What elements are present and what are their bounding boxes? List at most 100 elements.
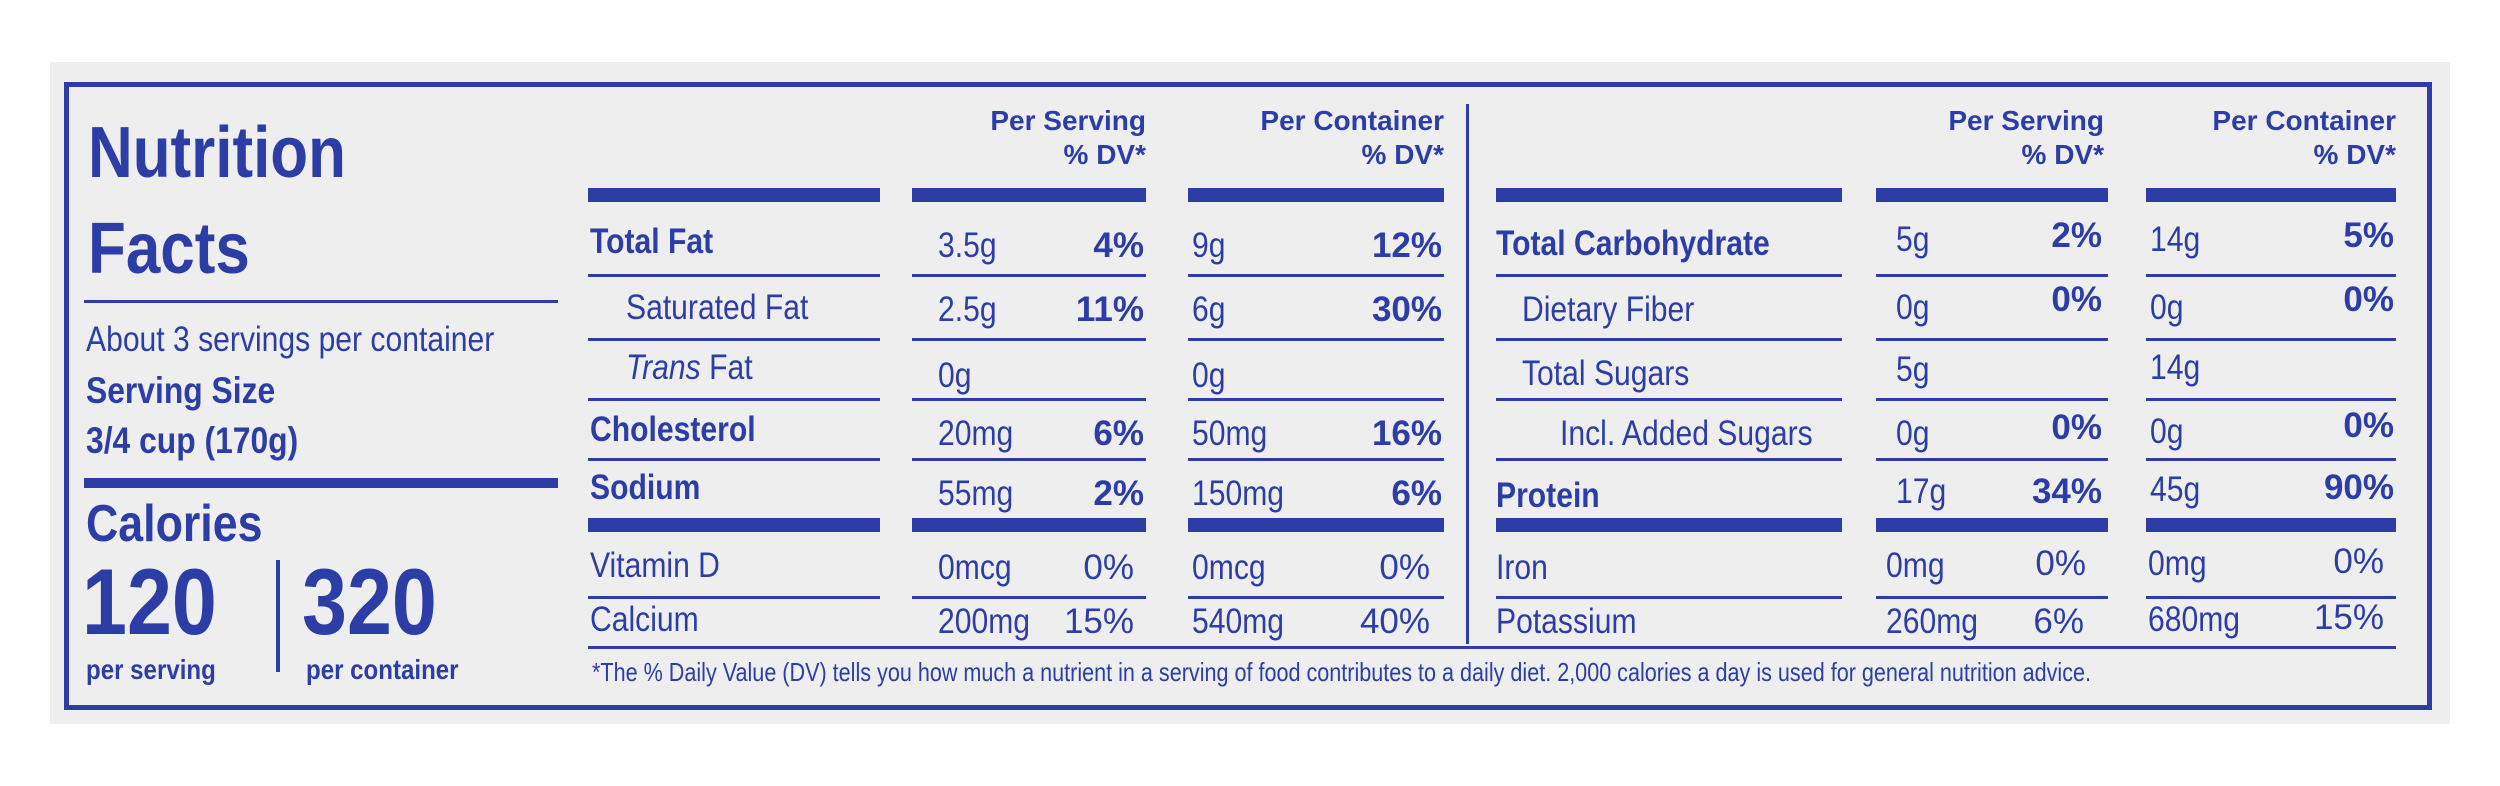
row-separator — [1188, 596, 1444, 599]
table-row-value: 14g — [2150, 348, 2201, 387]
row-separator — [1876, 338, 2108, 341]
title-line-2: Facts — [88, 209, 250, 289]
table-row-value: 5g — [1896, 220, 1930, 259]
right-container-header: Per Container% DV* — [2212, 105, 2396, 170]
table-row-dv: 0% — [2035, 544, 2086, 583]
table-row-name: Calcium — [590, 600, 699, 639]
table-row-value: 0mcg — [1192, 548, 1266, 587]
row-separator — [1876, 596, 2108, 599]
row-separator — [2146, 338, 2396, 341]
table-row-value: 17g — [1896, 472, 1947, 511]
left-mid-bar — [1188, 518, 1444, 532]
per-serving-caption: per serving — [86, 654, 216, 685]
row-separator — [912, 338, 1146, 341]
table-row-value: 0mg — [1886, 546, 1945, 585]
row-separator — [1496, 274, 1842, 277]
table-row-dv: 2% — [1093, 474, 1144, 513]
per-container-caption: per container — [306, 654, 459, 685]
table-row-name: Dietary Fiber — [1522, 290, 1695, 329]
row-separator — [2146, 274, 2396, 277]
calories-separator — [276, 560, 280, 672]
table-row-dv: 90% — [2323, 468, 2394, 507]
table-row-value: 0mcg — [938, 548, 1012, 587]
left-container-header: Per Container% DV* — [1260, 105, 1444, 170]
left-top-bar — [1188, 188, 1444, 202]
table-row-name: Incl. Added Sugars — [1560, 414, 1813, 453]
table-row-value: 0g — [2150, 412, 2184, 451]
right-top-bar — [1876, 188, 2108, 202]
calories-per-serving: 120 — [82, 549, 217, 654]
table-row-name: Total Carbohydrate — [1496, 224, 1770, 263]
table-row-dv: 30% — [1371, 290, 1442, 329]
table-row-name: Cholesterol — [590, 410, 756, 449]
left-serving-header: Per Serving% DV* — [990, 105, 1146, 170]
table-row-dv: 0% — [2343, 280, 2394, 319]
table-row-value: 0g — [1192, 356, 1226, 395]
label-border — [64, 82, 2432, 710]
table-row-dv: 2% — [2051, 216, 2102, 255]
right-top-bar — [1496, 188, 1842, 202]
table-row-value: 680mg — [2148, 600, 2241, 639]
table-row-name: Saturated Fat — [626, 288, 809, 327]
right-mid-bar — [1876, 518, 2108, 532]
footnote: *The % Daily Value (DV) tells you how mu… — [592, 657, 2092, 687]
table-row-name: Potassium — [1496, 602, 1637, 641]
table-row-dv: 0% — [1379, 548, 1430, 587]
table-row-dv: 0% — [1083, 548, 1134, 587]
row-separator — [912, 596, 1146, 599]
row-separator — [912, 274, 1146, 277]
row-separator — [1496, 458, 1842, 461]
table-row-value: 0g — [1896, 288, 1930, 327]
row-separator — [912, 458, 1146, 461]
left-top-bar — [912, 188, 1146, 202]
calories-label: Calories — [86, 495, 263, 553]
row-separator — [1876, 398, 2108, 401]
row-separator — [1188, 338, 1444, 341]
row-separator — [1188, 274, 1444, 277]
table-row-dv: 0% — [2343, 406, 2394, 445]
footnote-separator — [588, 646, 2396, 649]
table-row-dv: 6% — [2033, 602, 2084, 641]
table-row-name: Total Fat — [590, 222, 714, 261]
table-row-value: 0g — [1896, 414, 1930, 453]
table-row-name: Trans Fat — [626, 348, 753, 387]
row-separator — [588, 338, 880, 341]
row-separator — [1496, 596, 1842, 599]
table-row-dv: 0% — [2333, 542, 2384, 581]
table-row-value: 50mg — [1192, 414, 1268, 453]
row-separator — [588, 398, 880, 401]
table-row-dv: 16% — [1371, 414, 1442, 453]
table-row-dv: 34% — [2031, 472, 2102, 511]
table-row-value: 14g — [2150, 220, 2201, 259]
table-row-name: Total Sugars — [1522, 354, 1690, 393]
left-top-bar — [588, 188, 880, 202]
table-row-value: 260mg — [1886, 602, 1979, 641]
row-separator — [2146, 458, 2396, 461]
table-row-name: Protein — [1496, 476, 1600, 515]
table-row-value: 45g — [2150, 470, 2201, 509]
title-line-1: Nutrition — [88, 113, 346, 193]
title-divider — [84, 300, 558, 303]
table-row-dv: 15% — [1063, 602, 1134, 641]
table-row-dv: 6% — [1391, 474, 1442, 513]
serving-divider — [84, 478, 558, 488]
table-row-dv: 4% — [1093, 226, 1144, 265]
table-row-name: Vitamin D — [590, 546, 720, 585]
table-row-name: Iron — [1496, 548, 1548, 587]
table-row-dv: 12% — [1371, 226, 1442, 265]
table-row-dv: 15% — [2313, 598, 2384, 637]
row-separator — [912, 398, 1146, 401]
row-separator — [1876, 458, 2108, 461]
left-mid-bar — [588, 518, 880, 532]
center-divider — [1466, 104, 1469, 644]
row-separator — [588, 274, 880, 277]
row-separator — [588, 596, 880, 599]
right-top-bar — [2146, 188, 2396, 202]
table-row-value: 20mg — [938, 414, 1014, 453]
trans-italic: Trans — [626, 348, 701, 387]
table-row-name: Sodium — [590, 468, 701, 507]
row-separator — [2146, 596, 2396, 599]
table-row-value: 6g — [1192, 290, 1226, 329]
table-row-dv: 6% — [1093, 414, 1144, 453]
row-separator — [588, 458, 880, 461]
